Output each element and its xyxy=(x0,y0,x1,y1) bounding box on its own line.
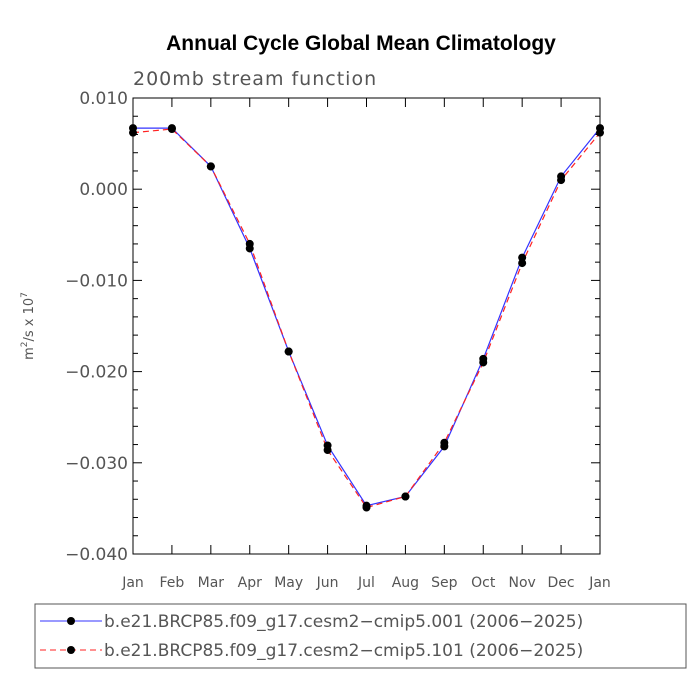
y-tick-label: −0.040 xyxy=(65,545,128,565)
y-tick-label: −0.030 xyxy=(65,454,128,474)
x-tick-label: Jan xyxy=(121,575,144,591)
x-tick-label: Feb xyxy=(160,575,185,591)
legend-label-series-1: b.e21.BRCP85.f09_g17.cesm2−cmip5.001 (20… xyxy=(104,612,583,632)
data-point-series-2 xyxy=(596,128,604,137)
data-point-series-2 xyxy=(401,492,410,501)
data-point-series-2 xyxy=(167,125,176,134)
y-axis-label: m2/s x 107 xyxy=(20,292,37,360)
chart-subtitle: 200mb stream function xyxy=(133,68,377,90)
x-tick-label: Mar xyxy=(198,575,225,591)
x-tick-label: Jan xyxy=(588,575,611,591)
x-tick-labels: Jan Feb Mar Apr May Jun Jul Aug Sep Oct Nov Dec Jan xyxy=(121,575,611,591)
x-tick-label: Oct xyxy=(471,575,496,591)
legend-marker-series-1 xyxy=(67,617,75,625)
series-layer xyxy=(129,124,604,512)
x-tick-label: Dec xyxy=(548,575,575,591)
axis-ticks xyxy=(132,97,601,555)
data-point-series-2 xyxy=(129,128,137,137)
legend-box xyxy=(34,603,687,669)
y-tick-label: −0.020 xyxy=(65,363,128,383)
data-point-series-2 xyxy=(479,358,488,367)
plot-frame xyxy=(132,97,601,555)
x-tick-label: Jul xyxy=(357,575,375,591)
x-tick-label: Sep xyxy=(431,575,458,591)
legend-label-series-2: b.e21.BRCP85.f09_g17.cesm2−cmip5.101 (20… xyxy=(104,641,583,661)
y-tick-label: 0.000 xyxy=(79,180,128,200)
data-point-series-2 xyxy=(245,239,254,248)
x-tick-label: Apr xyxy=(238,575,262,591)
data-point-series-1 xyxy=(518,253,527,262)
data-point-series-2 xyxy=(284,347,293,356)
series-line-2 xyxy=(132,128,601,509)
x-tick-label: May xyxy=(274,575,303,591)
y-tick-label: −0.010 xyxy=(65,271,128,291)
y-tick-labels: 0.010 0.000 −0.010 −0.020 −0.030 −0.040 xyxy=(65,89,128,565)
data-point-series-2 xyxy=(206,162,215,171)
legend-marker-series-2 xyxy=(67,646,75,654)
chart-title: Annual Cycle Global Mean Climatology xyxy=(166,32,556,55)
y-tick-label: 0.010 xyxy=(79,89,128,109)
x-tick-label: Jun xyxy=(316,575,339,591)
data-point-series-2 xyxy=(323,446,332,455)
data-point-series-2 xyxy=(518,259,527,268)
x-tick-label: Nov xyxy=(509,575,536,591)
x-tick-label: Aug xyxy=(392,575,419,591)
data-point-series-2 xyxy=(440,438,449,447)
legend: b.e21.BRCP85.f09_g17.cesm2−cmip5.001 (20… xyxy=(34,603,687,669)
series-line-1 xyxy=(133,127,601,507)
data-point-series-2 xyxy=(557,176,566,185)
data-point-series-2 xyxy=(362,503,371,512)
